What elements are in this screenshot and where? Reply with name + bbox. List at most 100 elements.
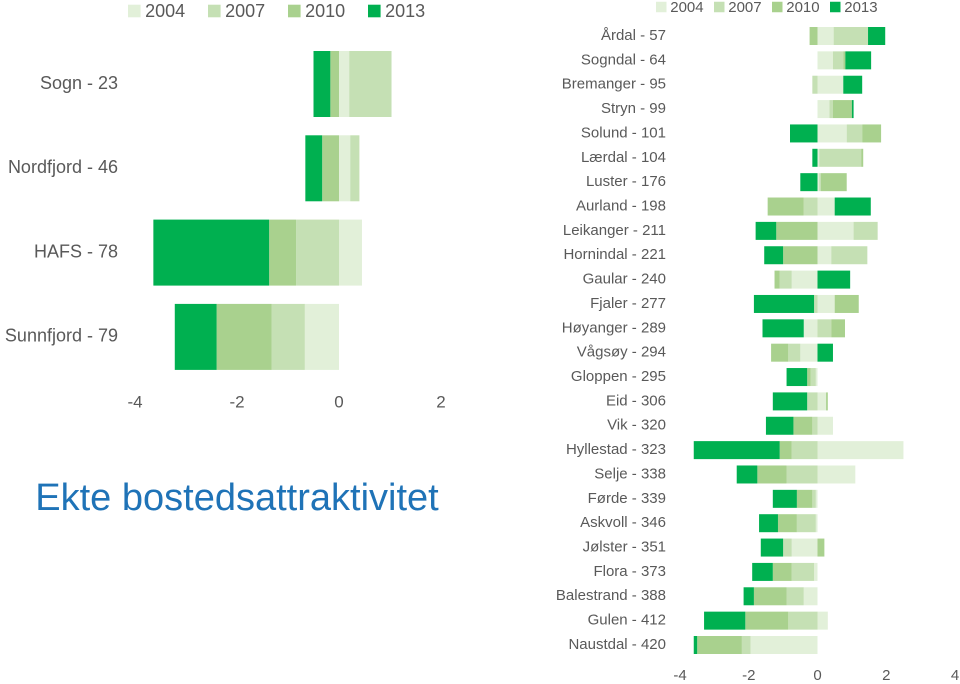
legend-label: 2013 bbox=[844, 0, 877, 16]
bar bbox=[772, 562, 792, 581]
bar bbox=[817, 124, 847, 143]
y-tick-label: Sunnfjord - 79 bbox=[5, 326, 118, 346]
bar bbox=[313, 51, 331, 117]
bar bbox=[786, 587, 804, 606]
bar bbox=[772, 489, 797, 508]
bar bbox=[817, 538, 825, 557]
bar bbox=[819, 173, 821, 192]
bar bbox=[814, 562, 818, 581]
bar bbox=[339, 135, 351, 202]
y-tick-label: Vågsøy - 294 bbox=[577, 344, 666, 361]
bar bbox=[774, 270, 780, 289]
bar bbox=[862, 124, 882, 143]
bar bbox=[843, 51, 846, 70]
y-tick-label: Naustdal - 420 bbox=[568, 636, 666, 653]
bar bbox=[322, 135, 339, 202]
legend-swatch bbox=[368, 4, 381, 18]
bar bbox=[800, 173, 818, 192]
bar bbox=[777, 514, 797, 533]
bar bbox=[817, 294, 835, 313]
x-tick-label: -2 bbox=[229, 392, 244, 411]
bar bbox=[736, 465, 758, 484]
y-tick-label: Nordfjord - 46 bbox=[8, 157, 118, 177]
bar bbox=[817, 27, 834, 45]
bar bbox=[834, 197, 871, 216]
bar bbox=[833, 27, 869, 45]
y-tick-label: Askvoll - 346 bbox=[580, 514, 666, 531]
bar bbox=[791, 562, 815, 581]
bar bbox=[304, 303, 339, 370]
bar bbox=[783, 246, 818, 265]
bar bbox=[796, 514, 816, 533]
bar bbox=[776, 221, 818, 240]
legend-label: 2010 bbox=[786, 0, 819, 16]
y-tick-label: Førde - 339 bbox=[588, 490, 666, 507]
bar bbox=[791, 270, 818, 289]
bar bbox=[271, 303, 305, 370]
bar bbox=[832, 51, 844, 70]
bar bbox=[765, 416, 794, 435]
bar bbox=[817, 465, 856, 484]
y-tick-label: Hornindal - 221 bbox=[563, 246, 666, 263]
bar bbox=[753, 294, 815, 313]
bar bbox=[817, 611, 828, 630]
y-tick-label: Årdal - 57 bbox=[601, 27, 666, 44]
bar bbox=[817, 148, 820, 167]
y-tick-label: Gulen - 412 bbox=[588, 612, 666, 629]
bar bbox=[803, 319, 818, 338]
bar bbox=[817, 416, 833, 435]
y-tick-label: HAFS - 78 bbox=[34, 241, 118, 261]
bar bbox=[817, 246, 832, 265]
y-tick-label: Gaular - 240 bbox=[583, 271, 666, 288]
bar bbox=[807, 392, 818, 411]
bar bbox=[817, 319, 832, 338]
y-tick-label: Sogndal - 64 bbox=[581, 51, 666, 68]
bar bbox=[745, 611, 789, 630]
bar bbox=[750, 636, 818, 654]
y-tick-label: Bremanger - 95 bbox=[562, 76, 666, 93]
x-tick-label: -2 bbox=[742, 667, 755, 684]
y-tick-label: Fjaler - 277 bbox=[590, 295, 666, 312]
bar bbox=[791, 538, 818, 557]
bar bbox=[819, 148, 862, 167]
bar bbox=[817, 270, 851, 289]
bar bbox=[812, 489, 816, 508]
bar bbox=[762, 319, 804, 338]
bar bbox=[796, 489, 813, 508]
bar bbox=[812, 75, 818, 94]
bar bbox=[767, 197, 804, 216]
bar bbox=[861, 148, 864, 167]
chart-title: Ekte bostedsattraktivitet bbox=[35, 477, 439, 519]
bar bbox=[693, 441, 780, 460]
y-tick-label: Solund - 101 bbox=[581, 124, 666, 141]
bar bbox=[305, 135, 323, 202]
bar bbox=[759, 514, 778, 533]
legend-label: 2004 bbox=[670, 0, 703, 16]
bar bbox=[845, 51, 872, 70]
bar bbox=[831, 246, 868, 265]
bar bbox=[817, 221, 854, 240]
y-tick-label: Gloppen - 295 bbox=[571, 368, 666, 385]
y-tick-label: Flora - 373 bbox=[593, 563, 666, 580]
bar bbox=[788, 343, 801, 362]
bar bbox=[216, 303, 272, 370]
bar bbox=[831, 319, 845, 338]
bar bbox=[786, 368, 808, 387]
legend-label: 2010 bbox=[305, 1, 345, 21]
bar bbox=[786, 465, 818, 484]
bar bbox=[741, 636, 751, 654]
bar bbox=[817, 100, 830, 119]
bar bbox=[771, 343, 789, 362]
y-tick-label: Luster - 176 bbox=[586, 173, 666, 190]
bar bbox=[817, 343, 833, 362]
bar bbox=[693, 636, 698, 654]
bar bbox=[832, 100, 852, 119]
bar bbox=[814, 294, 818, 313]
bar bbox=[817, 197, 835, 216]
bar bbox=[851, 100, 854, 119]
bar bbox=[350, 135, 360, 202]
legend-swatch bbox=[772, 1, 783, 13]
bar bbox=[820, 173, 847, 192]
